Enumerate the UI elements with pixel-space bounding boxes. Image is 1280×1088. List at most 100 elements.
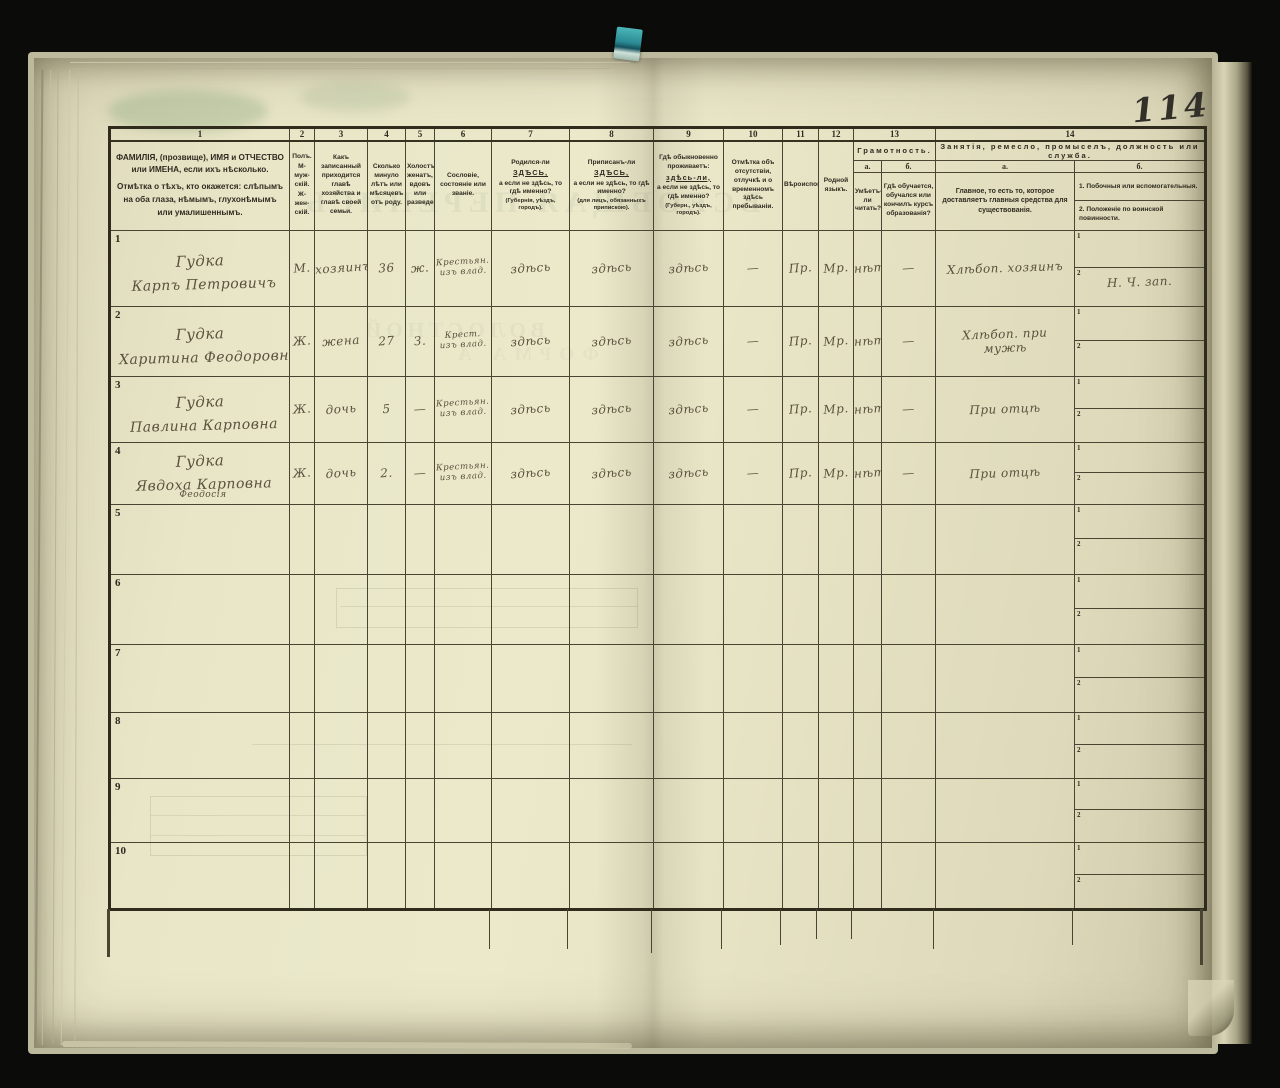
- side-sub-1: 1: [1075, 231, 1204, 268]
- sub-number: 2: [1077, 341, 1081, 350]
- value-age: [369, 538, 405, 541]
- side-sub-1: 1: [1075, 645, 1204, 678]
- value-side2: Н. Ч. зап.: [1106, 273, 1173, 290]
- value-marital: [407, 538, 434, 540]
- header-birthplace: Родился-ли ЗДѢСЬ, а если не здѣсь, то гд…: [491, 140, 570, 231]
- value-relation: [316, 607, 367, 611]
- column-line-stub: [651, 908, 652, 953]
- header-religion: Вѣроисповѣданіе.: [782, 140, 819, 231]
- table-row: 4 Гудка Явдоха Карповна Феодосія Ж. дочь 2. — Кр…: [109, 441, 1206, 505]
- cell-relation: [314, 643, 368, 713]
- value-resides: [655, 808, 723, 813]
- value-marital: [407, 608, 434, 610]
- label-13a: а.: [853, 159, 882, 173]
- value-reads: [855, 809, 881, 811]
- col-num: 11: [782, 127, 819, 142]
- value-reads: [855, 677, 881, 679]
- value-educated: [883, 873, 935, 877]
- cell-resides: здѣсь: [653, 305, 724, 377]
- cell-educated: [881, 711, 936, 779]
- value-side1: [1076, 645, 1205, 654]
- value-side2: [1076, 606, 1205, 617]
- value-registered: здѣсь: [590, 332, 633, 350]
- sub-number: 1: [1077, 307, 1081, 316]
- sub-number: 1: [1077, 713, 1081, 722]
- value-religion: [784, 744, 818, 746]
- value-absence: [725, 873, 782, 877]
- row-number: 10: [115, 844, 126, 857]
- surname: Гудка: [175, 323, 225, 344]
- value-marital: [407, 874, 434, 876]
- cell-age: [367, 573, 406, 645]
- cell-language: [818, 643, 854, 713]
- cell-absence: —: [723, 375, 783, 443]
- sub-label-row: а. б. а. б.: [110, 159, 1206, 173]
- cell-absence: [723, 711, 783, 779]
- cell-occupation: [935, 503, 1075, 575]
- cell-relation: [314, 777, 368, 843]
- value-resides: здѣсь: [667, 332, 710, 350]
- value-sex: [291, 538, 314, 540]
- label-14a: а.: [935, 159, 1075, 173]
- surname: [111, 609, 288, 615]
- cell-relation: жена: [314, 305, 368, 377]
- cell-estate: [434, 573, 492, 645]
- value-marital: ж.: [410, 260, 430, 276]
- value-side1: [1076, 843, 1205, 852]
- value-religion: Пр.: [788, 401, 813, 417]
- full-name: Карпъ Петровичъ: [131, 274, 277, 295]
- col-num: 5: [405, 127, 435, 142]
- value-marital: [407, 744, 434, 746]
- cell-relation: [314, 573, 368, 645]
- cell-age: [367, 841, 406, 910]
- surname: Гудка: [175, 250, 225, 271]
- surname: [111, 539, 288, 545]
- cell-relation: дочь: [314, 441, 368, 505]
- cell-sex: [289, 711, 315, 779]
- value-side2: [1076, 406, 1205, 417]
- value-resides: [655, 743, 723, 748]
- full-name: [119, 542, 288, 546]
- value-educated: —: [901, 333, 916, 349]
- cell-resides: здѣсь: [653, 375, 724, 443]
- side-sub-1: 1: [1075, 443, 1204, 473]
- value-registered: [571, 675, 653, 681]
- row-number: 1: [115, 232, 121, 245]
- value-estate: [436, 874, 491, 877]
- cell-religion: [782, 573, 819, 645]
- value-religion: [784, 677, 818, 679]
- cell-educated: —: [881, 229, 936, 307]
- col-num: 6: [434, 127, 492, 142]
- value-estate: Крестьян. изъ влад.: [435, 396, 490, 420]
- surname: [111, 745, 288, 751]
- value-registered: [571, 606, 653, 612]
- cell-reads: нѣт.: [853, 229, 882, 307]
- value-absence: [725, 537, 782, 541]
- value-estate: [436, 744, 491, 747]
- cell-sex: [289, 503, 315, 575]
- cell-educated: [881, 643, 936, 713]
- value-born: [493, 807, 569, 812]
- table-row: 3 Гудка Павлина Карповна Ж. дочь 5 — Крестьян. …: [109, 375, 1206, 443]
- side-sub-2: 2: [1076, 539, 1205, 574]
- page-edge-line: [70, 68, 610, 69]
- value-side2: [1076, 675, 1205, 686]
- surname: [111, 810, 288, 816]
- full-name: [119, 748, 288, 752]
- cell-resides: [653, 643, 724, 713]
- value-relation: дочь: [325, 464, 357, 482]
- value-relation: [316, 537, 367, 541]
- sub-number: 2: [1077, 609, 1081, 618]
- cell-occupation: При отцѣ: [935, 375, 1075, 443]
- value-religion: [784, 809, 818, 811]
- value-born: [493, 536, 569, 541]
- cell-absence: —: [723, 305, 783, 377]
- value-registered: здѣсь: [590, 259, 633, 277]
- value-estate: [436, 608, 491, 611]
- value-relation: [316, 873, 367, 877]
- cell-occupation: Хлѣбоп. при мужѣ: [935, 305, 1075, 377]
